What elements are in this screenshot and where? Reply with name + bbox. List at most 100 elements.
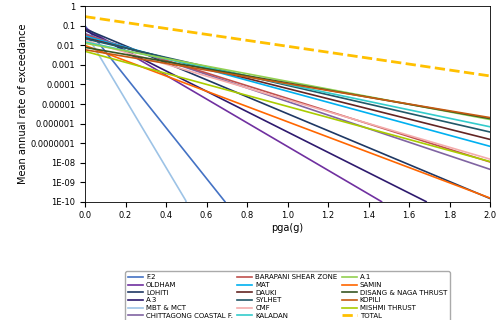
MAT	[414, 124, 420, 128]
DISANG & NAGA THRUST	[487, 116, 493, 120]
BARAPANI SHEAR ZONE	[323, 108, 329, 112]
MBT & MCT	[150, 143, 156, 147]
KOPILI	[478, 114, 484, 118]
DISANG & NAGA THRUST	[301, 84, 307, 88]
CMF	[274, 95, 280, 99]
A.3	[334, 155, 340, 159]
SYLHET	[414, 113, 420, 117]
SAMIN	[82, 44, 88, 47]
Line: CHITTAGONG COASTAL F.: CHITTAGONG COASTAL F.	[85, 34, 490, 169]
Line: OLDHAM: OLDHAM	[85, 28, 382, 202]
A.3	[82, 28, 88, 32]
OLDHAM	[378, 200, 384, 204]
CMF	[82, 39, 88, 43]
DAUKI	[478, 135, 484, 139]
CMF	[478, 154, 484, 158]
TOTAL	[487, 74, 493, 78]
OLDHAM	[226, 110, 232, 114]
CMF	[414, 136, 420, 140]
CMF	[487, 157, 493, 161]
LOHITI	[274, 108, 280, 111]
Legend: F.2, OLDHAM, LOHITI, A.3, MBT & MCT, CHITTAGONG COASTAL F., BARAPANI SHEAR ZONE,: F.2, OLDHAM, LOHITI, A.3, MBT & MCT, CHI…	[125, 271, 450, 320]
Line: BARAPANI SHEAR ZONE: BARAPANI SHEAR ZONE	[85, 35, 490, 162]
F.2	[88, 31, 94, 35]
KALADAN	[487, 125, 493, 129]
A.1	[323, 87, 329, 91]
KOPILI	[487, 116, 493, 119]
Line: A.1: A.1	[85, 43, 490, 119]
MISHMI THRUST	[82, 50, 88, 53]
CHITTAGONG COASTAL F.	[82, 32, 88, 36]
Line: MAT: MAT	[85, 36, 490, 146]
DISANG & NAGA THRUST	[277, 80, 283, 84]
CMF	[323, 109, 329, 113]
MISHMI THRUST	[478, 157, 484, 161]
DISANG & NAGA THRUST	[274, 79, 280, 83]
KOPILI	[301, 84, 307, 88]
Line: MISHMI THRUST: MISHMI THRUST	[85, 52, 490, 162]
A.1	[414, 104, 420, 108]
KALADAN	[414, 109, 420, 113]
Line: KALADAN: KALADAN	[85, 42, 490, 127]
SYLHET	[478, 128, 484, 132]
BARAPANI SHEAR ZONE	[274, 93, 280, 97]
F.2	[186, 155, 192, 158]
KOPILI	[414, 103, 420, 107]
SAMIN	[323, 134, 329, 138]
CHITTAGONG COASTAL F.	[274, 96, 280, 100]
MAT	[301, 94, 307, 98]
KALADAN	[274, 80, 280, 84]
KALADAN	[82, 40, 88, 44]
TOTAL	[323, 50, 329, 54]
X-axis label: pga(g): pga(g)	[272, 223, 304, 233]
SYLHET	[82, 37, 88, 41]
MISHMI THRUST	[277, 102, 283, 106]
SAMIN	[301, 126, 307, 130]
CHITTAGONG COASTAL F.	[478, 164, 484, 168]
A.3	[215, 95, 221, 99]
MBT & MCT	[144, 135, 150, 139]
A.3	[86, 30, 91, 34]
A.3	[423, 200, 429, 204]
KOPILI	[277, 81, 283, 84]
MBT & MCT	[130, 110, 136, 114]
KOPILI	[323, 88, 329, 92]
CHITTAGONG COASTAL F.	[487, 167, 493, 171]
TOTAL	[478, 73, 484, 76]
SAMIN	[478, 192, 484, 196]
A.1	[274, 77, 280, 81]
Line: LOHITI: LOHITI	[85, 29, 490, 198]
SYLHET	[277, 82, 283, 85]
F.2	[84, 26, 90, 30]
Line: TOTAL: TOTAL	[85, 17, 490, 76]
DAUKI	[277, 85, 283, 89]
MBT & MCT	[82, 30, 88, 34]
KALADAN	[301, 86, 307, 90]
Y-axis label: Mean annual rate of exceedance: Mean annual rate of exceedance	[18, 24, 28, 184]
F.2	[158, 119, 164, 123]
KALADAN	[478, 123, 484, 127]
Line: DISANG & NAGA THRUST: DISANG & NAGA THRUST	[85, 47, 490, 118]
CHITTAGONG COASTAL F.	[277, 97, 283, 101]
TOTAL	[301, 47, 307, 51]
OLDHAM	[97, 35, 103, 38]
MAT	[82, 34, 88, 38]
OLDHAM	[370, 195, 376, 199]
Line: A.3: A.3	[85, 30, 426, 202]
BARAPANI SHEAR ZONE	[478, 157, 484, 161]
CHITTAGONG COASTAL F.	[301, 105, 307, 109]
MAT	[277, 87, 283, 91]
DAUKI	[82, 36, 88, 40]
SAMIN	[274, 116, 280, 120]
A.3	[292, 133, 298, 137]
KALADAN	[277, 81, 283, 85]
MISHMI THRUST	[301, 109, 307, 113]
A.1	[478, 116, 484, 120]
LOHITI	[478, 193, 484, 196]
SAMIN	[277, 117, 283, 121]
MAT	[274, 87, 280, 91]
A.3	[243, 109, 249, 113]
MBT & MCT	[88, 41, 94, 45]
TOTAL	[274, 43, 280, 47]
CMF	[277, 96, 283, 100]
